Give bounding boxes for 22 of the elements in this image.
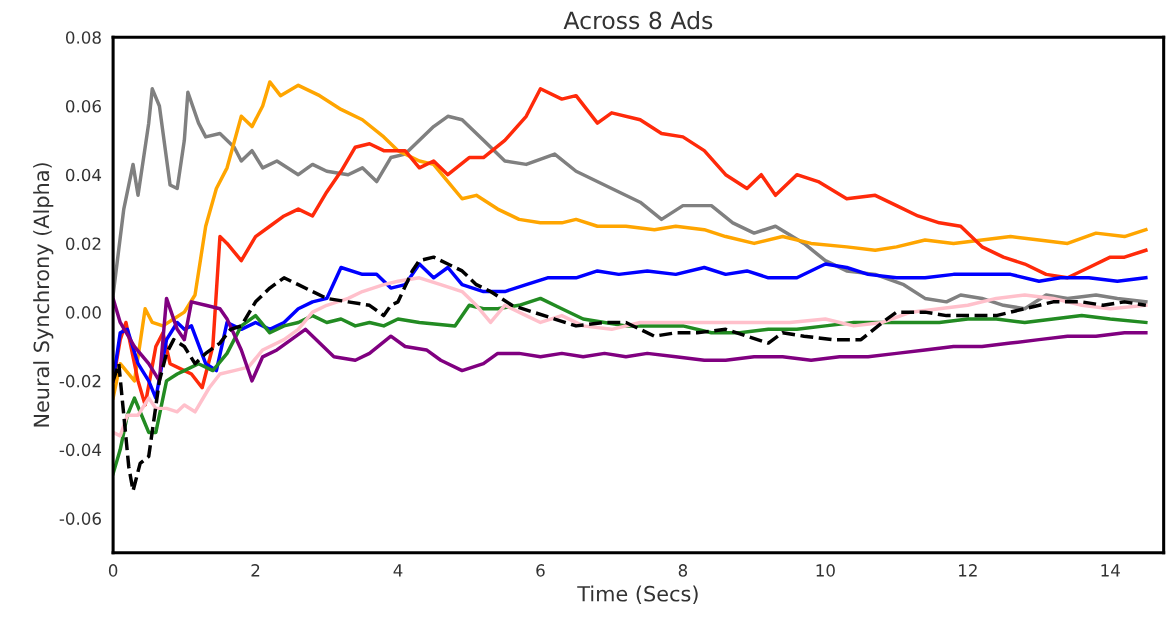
x-tick-label: 8 [678, 564, 688, 577]
x-tick-label: 10 [816, 564, 835, 577]
y-tick-label: 0.04 [65, 168, 102, 182]
line-series [113, 276, 1148, 438]
y-axis-title: Neural Synchrony (Alpha) [33, 163, 54, 427]
y-tick-label: -0.02 [59, 374, 101, 388]
x-tick-label: 14 [1101, 564, 1120, 577]
x-axis-title: Time (Secs) [577, 585, 698, 605]
y-tick-label: 0.06 [65, 99, 101, 113]
y-tick-label: 0.02 [65, 237, 101, 250]
x-tick-label: 12 [959, 564, 977, 577]
line-series [113, 296, 1148, 383]
x-tick-label: 6 [536, 564, 545, 577]
line-series [113, 87, 1148, 311]
y-tick-label: 0.00 [65, 306, 101, 319]
y-tick-label: -0.06 [59, 512, 101, 525]
x-tick-label: 4 [393, 564, 403, 577]
y-tick-label: -0.04 [59, 443, 102, 457]
chart-title: Across 8 Ads [563, 10, 713, 30]
x-tick-label: 2 [251, 564, 260, 577]
y-tick-label: 0.08 [65, 31, 101, 44]
x-tick-label: 0 [108, 564, 118, 577]
